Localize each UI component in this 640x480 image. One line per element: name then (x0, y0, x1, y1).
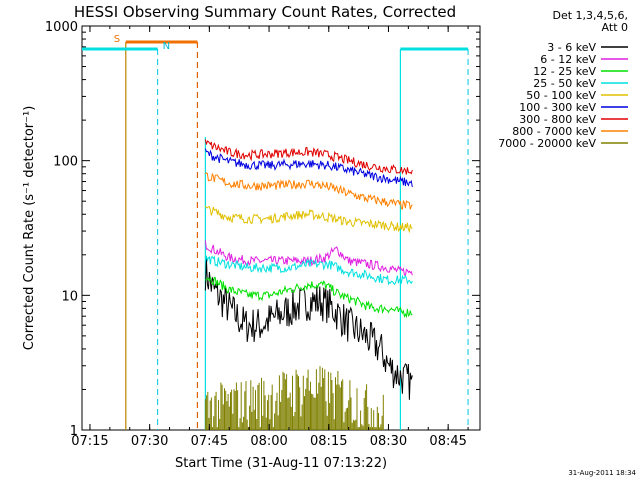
x-tick-label: 08:45 (429, 434, 466, 449)
y-axis-label: Corrected Count Rate (s⁻¹ detector⁻¹) (22, 106, 37, 351)
series-line-3-6-kev (204, 257, 413, 400)
legend-entry-300-800-kev: 300 - 800 keV (519, 113, 596, 126)
saa-label: S (114, 34, 120, 45)
y-tick-label: 100 (53, 155, 78, 170)
series-group (204, 139, 413, 430)
chart-title: HESSI Observing Summary Count Rates, Cor… (74, 3, 456, 21)
plot-area: SN 07:15 07:30 07:45 08:00 08:15 08:30 08:45 1… (45, 20, 481, 449)
legend-entry-3-6-kev: 3 - 6 keV (547, 41, 596, 54)
legend-entry-100-300-kev: 100 - 300 keV (519, 101, 596, 114)
x-axis-label: Start Time (31-Aug-11 07:13:22) (175, 456, 387, 471)
legend-entry-25-50-kev: 25 - 50 keV (533, 77, 596, 90)
series-line-25-50-kev (204, 255, 413, 286)
series-line-7000-20000-kev (204, 366, 384, 430)
series-line-50-100-kev (204, 205, 413, 234)
legend-entry-6-12-kev: 6 - 12 keV (540, 53, 596, 66)
y-tick-label: 1 (70, 424, 78, 439)
night-label: N (163, 41, 170, 52)
legend-entry-50-100-kev: 50 - 100 keV (526, 89, 596, 102)
datestamp: 31-Aug-2011 18:34 (568, 469, 636, 477)
x-tick-label: 08:15 (310, 434, 347, 449)
x-tick-label: 07:45 (191, 434, 228, 449)
series-line-800-7000-kev (205, 172, 413, 210)
series-line-300-800-kev (204, 139, 413, 175)
x-tick-label: 08:30 (370, 434, 407, 449)
plot-frame (81, 25, 481, 431)
x-axis: 07:15 07:30 07:45 08:00 08:15 08:30 08:45 (71, 26, 469, 449)
series-line-12-25-kev (205, 276, 413, 319)
x-tick-label: 08:00 (250, 434, 287, 449)
y-tick-label: 1000 (45, 20, 78, 35)
x-tick-label: 07:30 (131, 434, 168, 449)
y-axis: 1 10 100 1000 (45, 20, 480, 439)
legend-entry-7000-20000-kev: 7000 - 20000 keV (498, 137, 596, 150)
legend-header-attenuator: Att 0 (602, 21, 628, 34)
legend-entry-12-25-kev: 12 - 25 keV (533, 65, 596, 78)
series-line-6-12-kev (204, 240, 413, 277)
legend-header-detectors: Det 1,3,4,5,6, (552, 9, 628, 22)
legend-entry-800-7000-kev: 800 - 7000 keV (512, 125, 596, 138)
x-tick-label: 07:15 (71, 434, 108, 449)
observing-markers: SN (82, 34, 469, 430)
series-line-100-300-kev (204, 148, 413, 188)
y-tick-label: 10 (61, 289, 78, 304)
